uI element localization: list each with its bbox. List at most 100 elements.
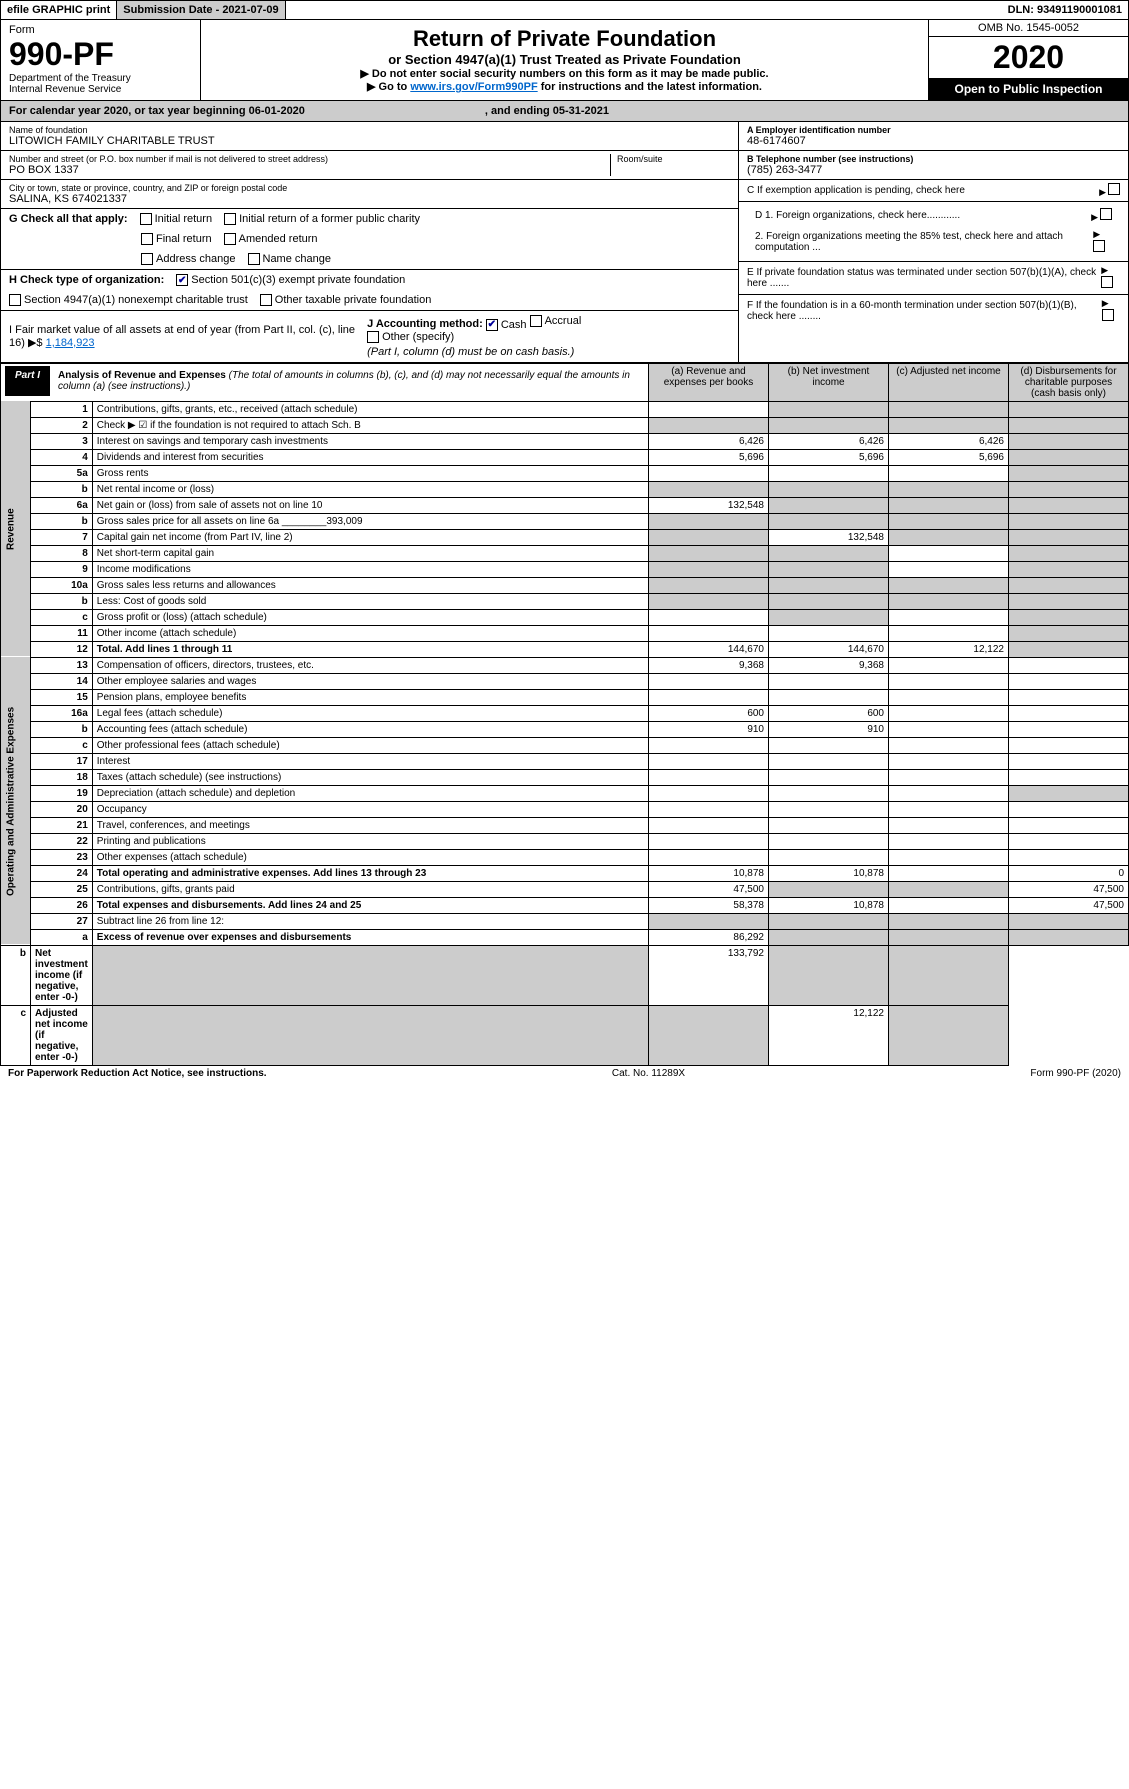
name-change-checkbox[interactable] [248,253,260,265]
phone-label: B Telephone number (see instructions) [747,154,1120,164]
table-row: 22Printing and publications [1,833,1129,849]
line-description: Compensation of officers, directors, tru… [92,657,648,673]
col-a-value: 9,368 [649,657,769,673]
col-d-value [1009,849,1129,865]
dln: DLN: 93491190001081 [1002,1,1128,19]
4947-checkbox[interactable] [9,294,21,306]
col-c-value [889,465,1009,481]
initial-return-checkbox[interactable] [140,213,152,225]
col-c-value [889,865,1009,881]
table-row: 21Travel, conferences, and meetings [1,817,1129,833]
col-b-value: 133,792 [649,945,769,1005]
col-d-value [1009,433,1129,449]
col-a-value [649,769,769,785]
col-d-value [1009,513,1129,529]
col-c-value [889,881,1009,897]
col-b-value [769,673,889,689]
fmv-value[interactable]: 1,184,923 [46,337,95,349]
col-c-value [889,673,1009,689]
expenses-section: Operating and Administrative Expenses [1,657,31,945]
col-a-value [649,737,769,753]
line-number: c [1,1005,31,1065]
line-number: 19 [31,785,93,801]
col-c-value [889,497,1009,513]
col-c-value [889,817,1009,833]
col-a-value [649,561,769,577]
table-row: 23Other expenses (attach schedule) [1,849,1129,865]
initial-former-checkbox[interactable] [224,213,236,225]
line-number: 9 [31,561,93,577]
col-a-value: 5,696 [649,449,769,465]
line-description: Excess of revenue over expenses and disb… [92,929,648,945]
line-number: 5a [31,465,93,481]
col-b-value [769,785,889,801]
col-a-value: 58,378 [649,897,769,913]
status-terminated-checkbox[interactable] [1101,276,1113,288]
501c3-checkbox[interactable] [176,274,188,286]
efile-label: efile GRAPHIC print [1,1,116,19]
col-b-value [769,801,889,817]
col-d-value [1009,449,1129,465]
irs-link[interactable]: www.irs.gov/Form990PF [410,81,537,93]
final-return-checkbox[interactable] [141,233,153,245]
col-c-value [889,769,1009,785]
foreign-org-checkbox[interactable] [1100,208,1112,220]
col-c-value [889,849,1009,865]
col-b-value [769,833,889,849]
line-number: 12 [31,641,93,657]
accrual-checkbox[interactable] [530,315,542,327]
line-number: 10a [31,577,93,593]
line-number: 13 [31,657,93,673]
line-description: Printing and publications [92,833,648,849]
col-a-value: 144,670 [649,641,769,657]
line-number: 20 [31,801,93,817]
foreign-85-checkbox[interactable] [1093,240,1105,252]
table-row: 8Net short-term capital gain [1,545,1129,561]
col-d-value [1009,545,1129,561]
table-row: bNet investment income (if negative, ent… [1,945,1129,1005]
col-b-value [649,1005,769,1065]
omb-number: OMB No. 1545-0052 [929,20,1128,37]
col-a-value [649,417,769,433]
open-inspection: Open to Public Inspection [929,78,1128,100]
col-b-value: 9,368 [769,657,889,673]
exemption-pending-checkbox[interactable] [1108,183,1120,195]
col-a-value [649,625,769,641]
instruction-2: ▶ Go to www.irs.gov/Form990PF for instru… [207,80,922,93]
amended-return-checkbox[interactable] [224,233,236,245]
line-description: Other income (attach schedule) [92,625,648,641]
col-c-value [889,833,1009,849]
col-c-value [889,897,1009,913]
col-a-value [649,529,769,545]
col-a-value [649,913,769,929]
line-description: Less: Cost of goods sold [92,593,648,609]
col-d-value [1009,625,1129,641]
table-row: bGross sales price for all assets on lin… [1,513,1129,529]
col-d-value [1009,577,1129,593]
col-a-value [649,801,769,817]
col-d-value: 47,500 [1009,897,1129,913]
other-method-checkbox[interactable] [367,331,379,343]
form-title: Return of Private Foundation [207,26,922,52]
col-a-value [649,465,769,481]
col-a-value [649,753,769,769]
table-row: 2Check ▶ ☑ if the foundation is not requ… [1,417,1129,433]
col-d-value [1009,401,1129,417]
line-description: Gross sales price for all assets on line… [92,513,648,529]
form-number: 990-PF [9,36,192,73]
col-a-value: 10,878 [649,865,769,881]
col-a-value [92,945,648,1005]
cash-checkbox[interactable] [486,319,498,331]
col-b-value [769,465,889,481]
address-change-checkbox[interactable] [141,253,153,265]
line-description: Other employee salaries and wages [92,673,648,689]
col-c-value: 12,122 [889,641,1009,657]
instruction-1: ▶ Do not enter social security numbers o… [207,67,922,80]
other-taxable-checkbox[interactable] [260,294,272,306]
col-a-value [649,609,769,625]
line-number: 2 [31,417,93,433]
col-c-value [889,657,1009,673]
page-footer: For Paperwork Reduction Act Notice, see … [0,1066,1129,1081]
60-month-checkbox[interactable] [1102,309,1114,321]
line-number: 15 [31,689,93,705]
